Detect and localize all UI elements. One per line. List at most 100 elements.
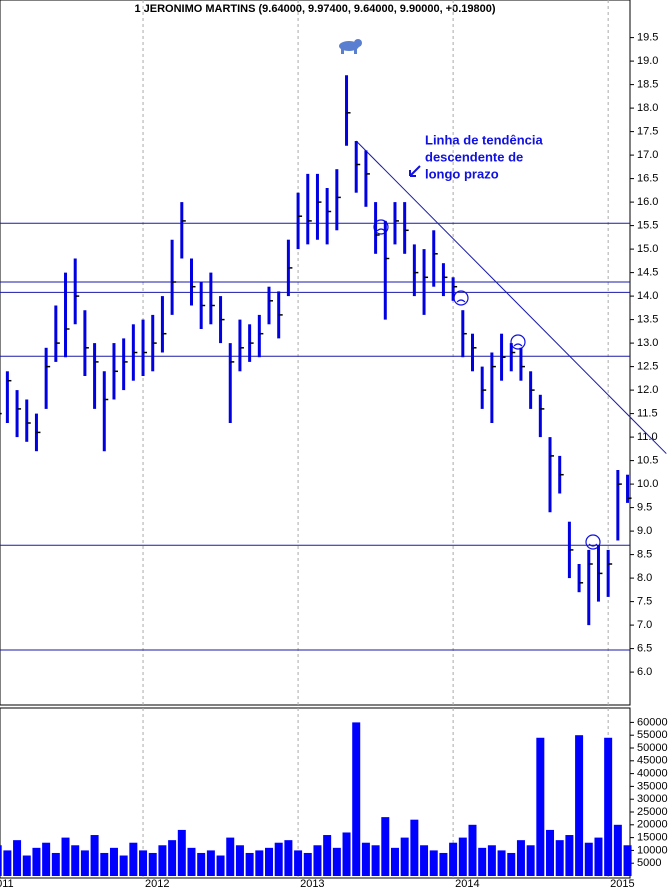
volume-bar [216, 855, 225, 876]
x-tick-label: 2012 [145, 878, 169, 890]
volume-bar [604, 737, 613, 876]
y-tick-label: 19.5 [637, 32, 658, 44]
x-tick-label: 2015 [610, 878, 634, 890]
volume-bar [458, 837, 467, 876]
y-tick-label: 14.0 [637, 290, 658, 302]
volume-bar [51, 852, 60, 876]
volume-bar [303, 852, 312, 876]
y-tick-label: 45000 [637, 755, 668, 767]
volume-bar [42, 842, 51, 876]
volume-bar [90, 835, 99, 876]
y-tick-label: 60000 [637, 716, 668, 728]
volume-bar [381, 817, 390, 876]
y-tick-label: 35000 [637, 780, 668, 792]
y-tick-label: 50000 [637, 742, 668, 754]
volume-bar [342, 832, 351, 876]
y-tick-label: 16.0 [637, 196, 658, 208]
volume-bar [507, 852, 516, 876]
volume-bar [226, 837, 235, 876]
volume-bar [0, 845, 2, 876]
annotation: longo prazo [425, 166, 499, 181]
volume-bar [235, 845, 244, 876]
volume-bar [274, 842, 283, 876]
y-tick-label: 8.0 [637, 572, 652, 584]
volume-bar [265, 847, 274, 876]
price-panel [0, 0, 631, 706]
volume-bar [177, 829, 186, 876]
x-tick-label: 2011 [0, 878, 14, 890]
volume-bar [32, 847, 41, 876]
volume-bar [429, 850, 438, 876]
y-tick-label: 14.5 [637, 267, 658, 279]
volume-bar [22, 855, 31, 876]
volume-bar [284, 840, 293, 876]
volume-bar [245, 852, 254, 876]
volume-bar [129, 842, 138, 876]
volume-bar [565, 835, 574, 876]
y-tick-label: 10.0 [637, 478, 658, 490]
volume-bar [497, 850, 506, 876]
volume-bar [80, 850, 89, 876]
volume-bar [468, 824, 477, 876]
volume-bar [555, 840, 564, 876]
y-tick-label: 10000 [637, 844, 668, 856]
x-tick-label: 2014 [455, 878, 479, 890]
volume-bar [139, 850, 148, 876]
volume-bar [439, 852, 448, 876]
volume-bar [400, 837, 409, 876]
volume-bar [449, 842, 458, 876]
volume-bar [584, 842, 593, 876]
volume-bar [100, 852, 109, 876]
y-tick-label: 7.5 [637, 596, 652, 608]
volume-bar [613, 824, 622, 876]
volume-bar [332, 847, 341, 876]
volume-bar [371, 845, 380, 876]
y-tick-label: 40000 [637, 768, 668, 780]
y-tick-label: 11.5 [637, 408, 658, 420]
annotation: descendente de [425, 149, 523, 164]
volume-bar [255, 850, 264, 876]
volume-bar [594, 837, 603, 876]
volume-bar [71, 845, 80, 876]
y-tick-label: 5000 [637, 857, 661, 869]
y-tick-label: 18.5 [637, 79, 658, 91]
y-tick-label: 18.0 [637, 102, 658, 114]
volume-bar [546, 829, 555, 876]
y-tick-label: 20000 [637, 819, 668, 831]
volume-bar [206, 850, 215, 876]
volume-bar [575, 735, 584, 876]
y-tick-label: 6.5 [637, 643, 652, 655]
volume-bar [623, 845, 632, 876]
volume-bar [3, 850, 12, 876]
volume-bar [294, 850, 303, 876]
volume-bar [168, 840, 177, 876]
bear-icon [339, 39, 362, 54]
y-tick-label: 9.5 [637, 502, 652, 514]
volume-bar [526, 845, 535, 876]
volume-bar [390, 847, 399, 876]
y-tick-label: 15000 [637, 832, 668, 844]
volume-bar [197, 852, 206, 876]
y-tick-label: 25000 [637, 806, 668, 818]
volume-bar [61, 837, 70, 876]
volume-bar [119, 855, 128, 876]
annotation: Linha de tendência [425, 132, 544, 147]
y-tick-label: 10.5 [637, 455, 658, 467]
volume-bar [352, 722, 361, 876]
volume-bar [410, 819, 419, 876]
x-tick-label: 2013 [300, 878, 324, 890]
y-tick-label: 16.5 [637, 173, 658, 185]
volume-bar [361, 842, 370, 876]
y-tick-label: 17.5 [637, 126, 658, 138]
y-tick-label: 7.0 [637, 619, 652, 631]
y-tick-label: 17.0 [637, 149, 658, 161]
y-tick-label: 13.5 [637, 314, 658, 326]
volume-bar [487, 845, 496, 876]
chart-title: 1 JERONIMO MARTINS (9.64000, 9.97400, 9.… [134, 3, 495, 15]
y-tick-label: 9.0 [637, 525, 652, 537]
volume-bar [313, 845, 322, 876]
volume-bar [478, 847, 487, 876]
y-tick-label: 19.0 [637, 55, 658, 67]
